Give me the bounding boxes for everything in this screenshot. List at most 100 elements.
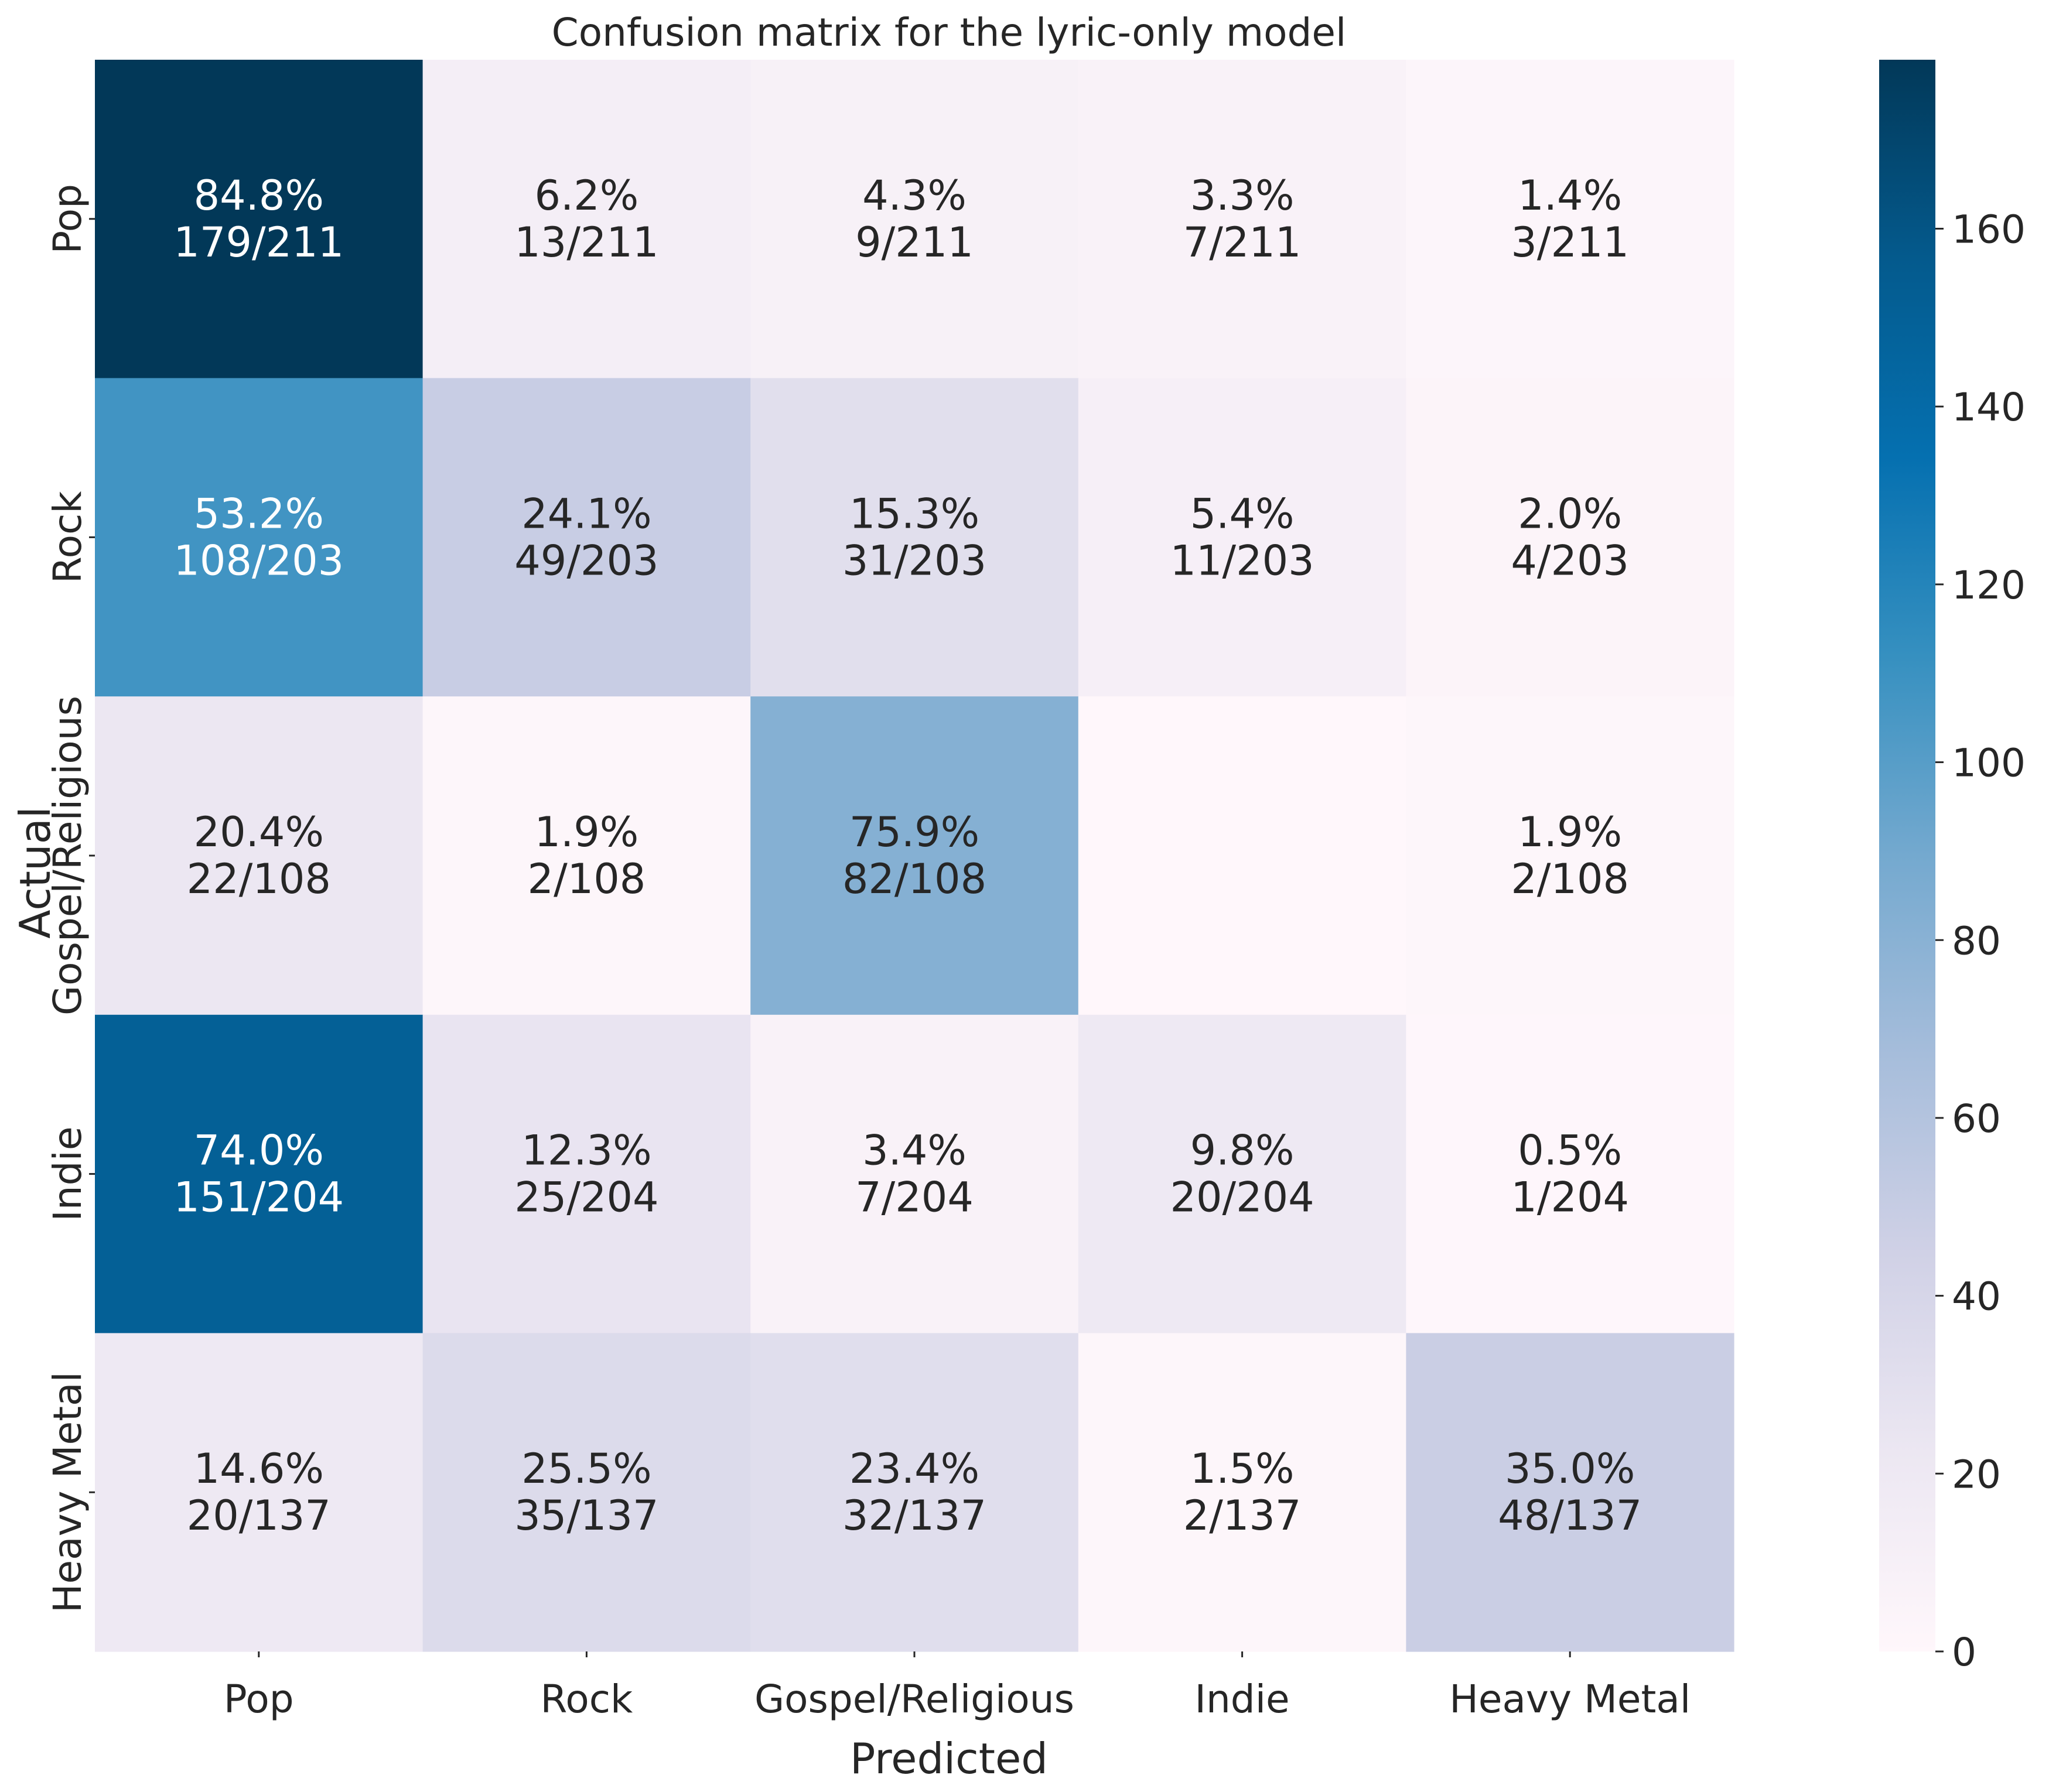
cell-count-label: 31/203 bbox=[842, 536, 986, 584]
cell-count-label: 20/137 bbox=[187, 1492, 331, 1540]
cell-percent-label: 9.8% bbox=[1190, 1127, 1295, 1175]
cell-percent-label: 5.4% bbox=[1190, 490, 1295, 538]
heatmap-cell bbox=[422, 378, 751, 697]
y-tick-label: Gospel/Religious bbox=[45, 696, 90, 1015]
heatmap-cell bbox=[95, 1333, 424, 1652]
cell-percent-label: 1.9% bbox=[1518, 808, 1622, 856]
colorbar-tick-label: 140 bbox=[1952, 385, 2026, 430]
colorbar-tick-label: 120 bbox=[1952, 563, 2026, 608]
heatmap-cell bbox=[95, 1014, 424, 1333]
heatmap-cell bbox=[422, 696, 751, 1015]
cell-count-label: 7/204 bbox=[855, 1174, 974, 1222]
heatmap-cell bbox=[422, 60, 751, 379]
heatmap-cells bbox=[95, 60, 1734, 1652]
cell-count-label: 4/203 bbox=[1511, 536, 1629, 584]
cell-count-label: 108/203 bbox=[173, 536, 344, 584]
x-tick-label: Indie bbox=[1195, 1677, 1290, 1722]
colorbar-tick-label: 160 bbox=[1952, 207, 2026, 252]
cell-count-label: 82/108 bbox=[842, 855, 986, 903]
cell-percent-label: 3.4% bbox=[862, 1127, 967, 1175]
cell-count-label: 1/204 bbox=[1511, 1174, 1629, 1222]
cell-percent-label: 1.4% bbox=[1518, 172, 1622, 220]
cell-count-label: 7/211 bbox=[1183, 218, 1302, 266]
heatmap-cell bbox=[1078, 378, 1406, 697]
cell-count-label: 3/211 bbox=[1511, 218, 1629, 266]
x-tick-label: Heavy Metal bbox=[1449, 1677, 1691, 1722]
heatmap-cell bbox=[750, 1014, 1079, 1333]
cell-percent-label: 25.5% bbox=[521, 1445, 651, 1493]
cell-count-label: 11/203 bbox=[1170, 536, 1314, 584]
cell-percent-label: 2.0% bbox=[1518, 490, 1622, 538]
cell-count-label: 2/108 bbox=[528, 855, 646, 903]
x-tick-labels: Pop Rock Gospel/Religious Indie Heavy Metal bbox=[224, 1651, 1691, 1722]
heatmap-cell bbox=[1078, 696, 1406, 1015]
cell-percent-label: 24.1% bbox=[521, 490, 651, 538]
colorbar-tick-label: 0 bbox=[1952, 1630, 1976, 1675]
heatmap-cell bbox=[422, 1333, 751, 1652]
heatmap-cell bbox=[1406, 1333, 1734, 1652]
chart-title: Confusion matrix for the lyric-only mode… bbox=[552, 10, 1347, 55]
x-tick-label: Gospel/Religious bbox=[754, 1677, 1074, 1722]
y-tick-label: Indie bbox=[45, 1127, 90, 1222]
cell-percent-label: 84.8% bbox=[194, 172, 324, 220]
cell-percent-label: 6.2% bbox=[534, 172, 638, 220]
cell-percent-label: 20.4% bbox=[194, 808, 324, 856]
x-axis-label: Predicted bbox=[850, 1734, 1048, 1783]
heatmap-cell bbox=[95, 696, 424, 1015]
cell-percent-label: 53.2% bbox=[194, 490, 324, 538]
heatmap-cell bbox=[95, 60, 424, 379]
cell-percent-label: 12.3% bbox=[521, 1127, 651, 1175]
heatmap-cell bbox=[750, 60, 1079, 379]
cell-count-label: 35/137 bbox=[514, 1492, 658, 1540]
cell-count-label: 49/203 bbox=[514, 536, 658, 584]
cell-percent-label: 15.3% bbox=[849, 490, 979, 538]
cell-count-label: 25/204 bbox=[514, 1174, 658, 1222]
heatmap-cell bbox=[1406, 60, 1734, 379]
heatmap-cell bbox=[1406, 378, 1734, 697]
heatmap-cell bbox=[1406, 1014, 1734, 1333]
cell-percent-label: 3.3% bbox=[1190, 172, 1295, 220]
heatmap-cell bbox=[750, 378, 1079, 697]
colorbar: 0 20 40 60 80 100 120 140 160 bbox=[1879, 60, 2026, 1675]
y-tick-labels: Pop Rock Gospel/Religious Indie Heavy Metal bbox=[45, 184, 95, 1613]
x-tick-label: Pop bbox=[224, 1677, 294, 1722]
heatmap-cell bbox=[95, 378, 424, 697]
cell-count-label: 20/204 bbox=[1170, 1174, 1314, 1222]
heatmap-cell bbox=[750, 1333, 1079, 1652]
colorbar-tick-label: 80 bbox=[1952, 918, 2001, 963]
cell-count-label: 2/137 bbox=[1183, 1492, 1302, 1540]
cell-percent-label: 74.0% bbox=[194, 1127, 324, 1175]
heatmap-cell bbox=[1078, 1333, 1406, 1652]
colorbar-scale bbox=[1879, 60, 1935, 1651]
cell-count-label: 13/211 bbox=[514, 218, 658, 266]
heatmap-cell bbox=[750, 696, 1079, 1015]
cell-count-label: 179/211 bbox=[173, 218, 344, 266]
cell-count-label: 32/137 bbox=[842, 1492, 986, 1540]
cell-percent-label: 23.4% bbox=[849, 1445, 979, 1493]
heatmap-cell bbox=[1406, 696, 1734, 1015]
cell-percent-label: 1.9% bbox=[534, 808, 638, 856]
heatmap-cell bbox=[1078, 1014, 1406, 1333]
colorbar-tick-label: 60 bbox=[1952, 1096, 2001, 1141]
colorbar-tick-label: 100 bbox=[1952, 741, 2026, 786]
cell-annotations: 84.8%179/211 6.2%13/211 4.3%9/211 3.3%7/211… bbox=[173, 172, 1642, 1540]
y-tick-label: Heavy Metal bbox=[45, 1372, 90, 1613]
cell-count-label: 22/108 bbox=[187, 855, 331, 903]
colorbar-tick-label: 40 bbox=[1952, 1274, 2001, 1319]
heatmap-cell bbox=[422, 1014, 751, 1333]
cell-count-label: 151/204 bbox=[173, 1174, 344, 1222]
y-tick-label: Rock bbox=[45, 491, 90, 584]
heatmap-cell bbox=[1078, 60, 1406, 379]
cell-percent-label: 75.9% bbox=[849, 808, 979, 856]
cell-count-label: 9/211 bbox=[855, 218, 974, 266]
y-axis-label: Actual bbox=[11, 806, 60, 939]
cell-percent-label: 1.5% bbox=[1190, 1445, 1295, 1493]
y-tick-label: Pop bbox=[45, 184, 90, 254]
cell-count-label: 2/108 bbox=[1511, 855, 1629, 903]
colorbar-tick-label: 20 bbox=[1952, 1452, 2001, 1497]
cell-percent-label: 35.0% bbox=[1505, 1445, 1635, 1493]
cell-percent-label: 0.5% bbox=[1518, 1127, 1622, 1175]
cell-percent-label: 4.3% bbox=[862, 172, 967, 220]
